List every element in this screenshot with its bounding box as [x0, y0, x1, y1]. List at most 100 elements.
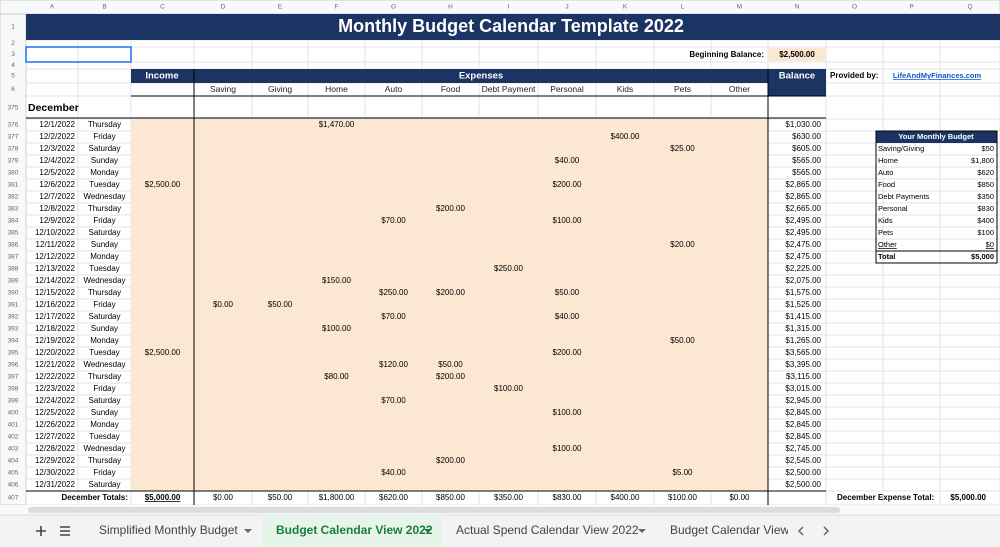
balance-header	[768, 69, 826, 96]
row-number: 387	[8, 254, 19, 261]
add-sheet-button[interactable]	[36, 526, 46, 536]
total-cell: $1,800.00	[319, 493, 355, 502]
row-number: 403	[8, 446, 19, 453]
column-letter: L	[681, 4, 685, 11]
balance-cell: $1,265.00	[785, 336, 821, 345]
column-letter: P	[909, 4, 913, 11]
tab-scroll-left[interactable]	[797, 526, 804, 536]
summary-label: Personal	[878, 204, 908, 213]
summary-label: Auto	[878, 168, 893, 177]
weekday-cell: Wednesday	[83, 276, 125, 285]
total-cell: $350.00	[494, 493, 523, 502]
row-number: 391	[8, 302, 19, 309]
total-cell: $50.00	[268, 493, 293, 502]
balance-header-text: Balance	[779, 71, 815, 82]
balance-cell: $2,865.00	[785, 180, 821, 189]
tab-menu-arrow[interactable]	[244, 529, 252, 533]
summary-label: Home	[878, 156, 898, 165]
expense-cell: $200.00	[436, 372, 465, 381]
summary-total-label: Total	[878, 252, 895, 261]
row-number: 3	[11, 51, 15, 58]
row-number: 378	[8, 146, 19, 153]
summary-amount: $50	[981, 144, 994, 153]
sheet-tab[interactable]: Simplified Monthly Budget	[99, 523, 238, 537]
expense-category: Saving	[210, 84, 236, 94]
summary-amount: $0	[986, 240, 994, 249]
beginning-balance-cell	[768, 48, 826, 61]
date-cell: 12/26/2022	[35, 420, 76, 429]
tab-scroll-right[interactable]	[823, 526, 830, 536]
total-cell: $0.00	[213, 493, 234, 502]
summary-label: Food	[878, 180, 895, 189]
balance-cell: $3,115.00	[786, 372, 822, 381]
date-cell: 12/1/2022	[39, 120, 75, 129]
date-cell: 12/23/2022	[35, 384, 76, 393]
tab-menu-arrow[interactable]	[638, 529, 646, 533]
balance-cell: $2,495.00	[785, 228, 821, 237]
sheet-tab[interactable]: Actual Spend Calendar View 2022	[456, 523, 639, 537]
row-number: 400	[8, 410, 19, 417]
date-cell: 12/3/2022	[39, 144, 75, 153]
row-number: 407	[8, 495, 19, 502]
sheet-tab[interactable]: Budget Calendar View	[670, 523, 790, 537]
weekday-cell: Wednesday	[83, 192, 125, 201]
row-number: 396	[8, 362, 19, 369]
expense-cell: $200.00	[436, 288, 465, 297]
income-header	[131, 69, 194, 83]
expense-cell: $0.00	[213, 300, 234, 309]
tab-menu-arrow[interactable]	[424, 529, 432, 533]
balance-cell: $565.00	[792, 156, 821, 165]
weekday-cell: Sunday	[91, 408, 118, 417]
balance-cell: $3,015.00	[785, 384, 821, 393]
weekday-cell: Sunday	[91, 324, 118, 333]
weekday-cell: Saturday	[88, 228, 120, 237]
summary-amount: $830	[977, 204, 994, 213]
date-cell: 12/15/2022	[35, 288, 76, 297]
weekday-cell: Tuesday	[89, 348, 119, 357]
expense-category: Giving	[268, 84, 292, 94]
row-number: 376	[8, 122, 19, 129]
row-number: 395	[8, 350, 19, 357]
total-cell: $5,000.00	[145, 493, 181, 502]
balance-cell: $565.00	[792, 168, 821, 177]
expense-category: Debt Payment	[482, 84, 536, 94]
column-letter: Q	[967, 4, 972, 11]
date-cell: 12/9/2022	[39, 216, 75, 225]
balance-cell: $2,845.00	[785, 432, 821, 441]
totals-label: December Totals:	[61, 493, 128, 502]
expenses-header	[194, 69, 768, 83]
date-cell: 12/20/2022	[35, 348, 76, 357]
balance-cell: $2,500.00	[785, 480, 821, 489]
column-letter: E	[278, 4, 283, 11]
total-cell: $830.00	[553, 493, 582, 502]
column-letter: G	[391, 4, 396, 11]
expense-cell: $100.00	[553, 216, 582, 225]
weekday-cell: Saturday	[88, 144, 120, 153]
provided-by-link[interactable]: LifeAndMyFinances.com	[893, 71, 982, 80]
summary-amount: $620	[977, 168, 994, 177]
active-tab[interactable]	[262, 515, 442, 547]
expense-cell: $50.00	[555, 288, 580, 297]
summary-title: Your Monthly Budget	[898, 132, 974, 141]
total-cell: $0.00	[729, 493, 750, 502]
summary-label: Other	[878, 240, 897, 249]
expense-category: Food	[441, 84, 461, 94]
summary-label: Debt Payments	[878, 192, 930, 201]
summary-box	[875, 130, 998, 264]
row-number: 385	[8, 230, 19, 237]
weekday-cell: Friday	[93, 132, 115, 141]
expense-total-value: $5,000.00	[950, 493, 986, 502]
scrollbar-thumb[interactable]	[28, 507, 840, 513]
balance-cell: $2,225.00	[785, 264, 821, 273]
all-sheets-button[interactable]	[60, 526, 70, 536]
date-cell: 12/5/2022	[39, 168, 75, 177]
row-number: 2	[11, 40, 15, 47]
sheet-tab[interactable]: Budget Calendar View 2022	[276, 523, 433, 537]
row-number: 399	[8, 398, 19, 405]
expense-category: Pets	[674, 84, 691, 94]
expense-cell: $5.00	[672, 468, 693, 477]
date-cell: 12/10/2022	[35, 228, 76, 237]
weekday-cell: Sunday	[91, 240, 118, 249]
date-cell: 12/4/2022	[39, 156, 75, 165]
date-cell: 12/29/2022	[35, 456, 76, 465]
